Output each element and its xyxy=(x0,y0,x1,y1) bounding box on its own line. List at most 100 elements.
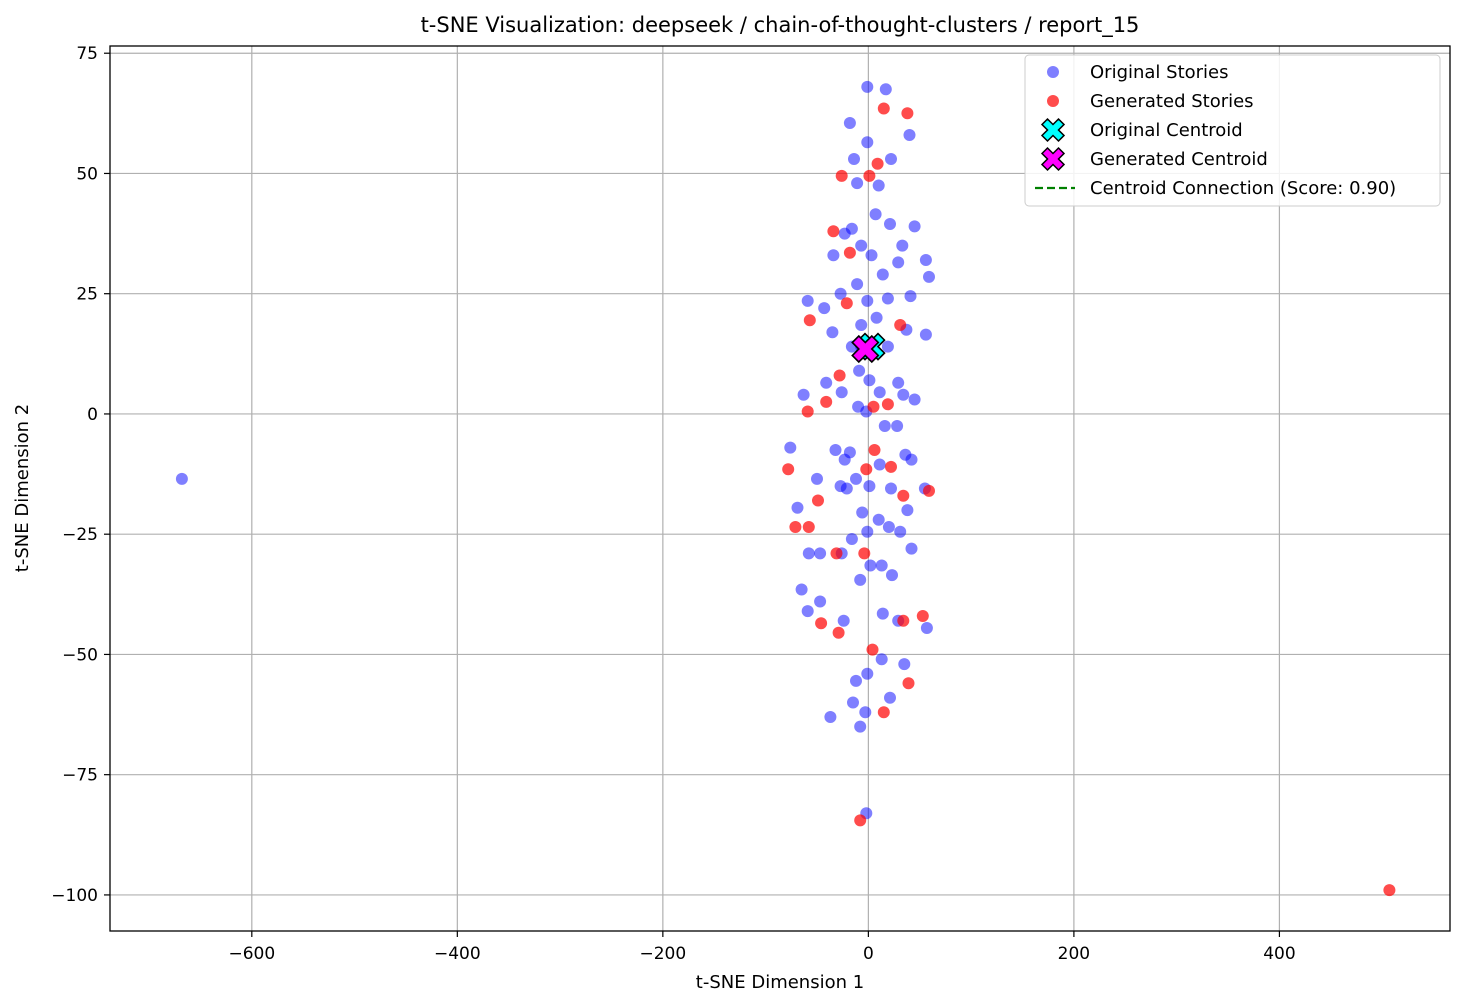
original-story-point xyxy=(884,691,896,704)
centroid-markers xyxy=(851,332,886,364)
generated-story-point xyxy=(877,102,890,115)
x-tick-label: −600 xyxy=(228,944,275,964)
y-axis-title: t-SNE Dimension 2 xyxy=(12,404,33,572)
original-story-point xyxy=(919,254,932,266)
original-story-point xyxy=(885,482,897,495)
original-story-point xyxy=(896,239,909,252)
original-story-point xyxy=(920,622,933,634)
original-story-point xyxy=(829,444,842,456)
original-story-point xyxy=(881,292,894,305)
generated-story-point xyxy=(901,107,914,120)
original-story-point xyxy=(904,290,917,303)
generated-story-point xyxy=(854,814,867,827)
original-story-point xyxy=(859,706,872,719)
original-story-point xyxy=(801,605,814,618)
x-tick-label: 0 xyxy=(863,944,874,964)
y-tick-label: 0 xyxy=(87,405,98,425)
original-story-point xyxy=(873,458,886,471)
original-story-point xyxy=(854,720,867,733)
original-story-point xyxy=(802,547,815,560)
original-story-point xyxy=(856,506,869,519)
original-story-point xyxy=(876,268,889,281)
original-story-point xyxy=(834,287,847,300)
original-story-point xyxy=(848,153,860,165)
generated-story-point xyxy=(863,169,876,182)
original-story-point xyxy=(886,569,898,582)
original-story-point xyxy=(791,501,804,514)
original-story-point xyxy=(861,525,874,538)
legend-label-centroid-connection: Centroid Connection (Score: 0.90) xyxy=(1090,178,1396,199)
generated-story-point xyxy=(789,521,802,533)
original-story-point xyxy=(869,208,882,221)
original-story-point xyxy=(837,614,850,627)
original-story-point xyxy=(814,595,827,608)
original-story-point xyxy=(905,453,918,466)
generated-story-point xyxy=(827,225,840,238)
original-story-point xyxy=(884,218,896,230)
original-story-point xyxy=(811,472,823,485)
original-story-point xyxy=(872,513,885,526)
generated-story-point xyxy=(877,706,890,719)
legend: Original Stories Generated Stories Origi… xyxy=(1024,54,1441,207)
original-story-point xyxy=(876,607,889,620)
generated-story-point xyxy=(858,547,871,560)
original-story-point xyxy=(875,559,888,572)
original-story-point xyxy=(840,482,853,495)
legend-marker-original-stories xyxy=(1047,66,1059,78)
y-tick-label: 75 xyxy=(76,44,98,64)
legend-label-original-centroid: Original Centroid xyxy=(1090,120,1243,141)
original-story-point xyxy=(905,542,918,555)
generated-story-point xyxy=(897,489,910,502)
original-story-point xyxy=(838,453,851,466)
original-story-point xyxy=(863,480,876,493)
original-story-point xyxy=(861,667,874,680)
generated-story-point xyxy=(820,395,833,408)
generated-story-point xyxy=(871,157,884,170)
x-tick-label: 400 xyxy=(1263,944,1295,964)
original-story-point xyxy=(923,270,935,283)
original-story-point xyxy=(784,441,797,454)
generated-stories-series xyxy=(782,102,1396,897)
original-story-point xyxy=(894,525,907,538)
original-story-point xyxy=(850,674,862,687)
legend-marker-generated-centroid xyxy=(1040,146,1066,172)
y-tick-label: −75 xyxy=(62,766,98,786)
original-story-point xyxy=(853,364,866,377)
y-tick-label: 50 xyxy=(76,164,98,184)
legend-marker-generated-stories xyxy=(1047,95,1059,107)
generated-story-point xyxy=(897,614,910,627)
original-story-point xyxy=(797,388,810,401)
generated-centroid-marker xyxy=(851,334,880,364)
original-story-point xyxy=(875,653,888,666)
chart-title: t-SNE Visualization: deepseek / chain-of… xyxy=(421,13,1140,38)
y-tick-label: −100 xyxy=(51,886,98,906)
original-story-point xyxy=(175,472,188,485)
original-story-point xyxy=(892,256,905,269)
original-story-point xyxy=(814,547,827,560)
generated-story-point xyxy=(812,494,824,507)
original-story-point xyxy=(863,374,876,387)
generated-story-point xyxy=(885,460,897,473)
original-story-point xyxy=(870,311,883,324)
generated-story-point xyxy=(894,319,907,331)
legend-box xyxy=(1024,54,1441,207)
generated-story-point xyxy=(782,463,795,476)
generated-story-point xyxy=(803,314,816,327)
original-story-point xyxy=(908,393,921,406)
generated-story-point xyxy=(916,610,929,622)
original-story-point xyxy=(879,83,892,96)
original-story-point xyxy=(881,340,894,353)
original-story-point xyxy=(818,302,831,315)
original-story-point xyxy=(861,80,874,93)
legend-marker-original-centroid xyxy=(1040,117,1066,143)
original-story-point xyxy=(882,521,895,533)
original-story-point xyxy=(795,583,808,596)
data-points xyxy=(175,80,1396,897)
original-story-point xyxy=(878,420,891,432)
generated-story-point xyxy=(802,521,815,533)
x-tick-label: 200 xyxy=(1058,944,1090,964)
original-story-point xyxy=(873,386,886,399)
legend-label-original-stories: Original Stories xyxy=(1090,62,1229,83)
original-story-point xyxy=(843,117,856,129)
